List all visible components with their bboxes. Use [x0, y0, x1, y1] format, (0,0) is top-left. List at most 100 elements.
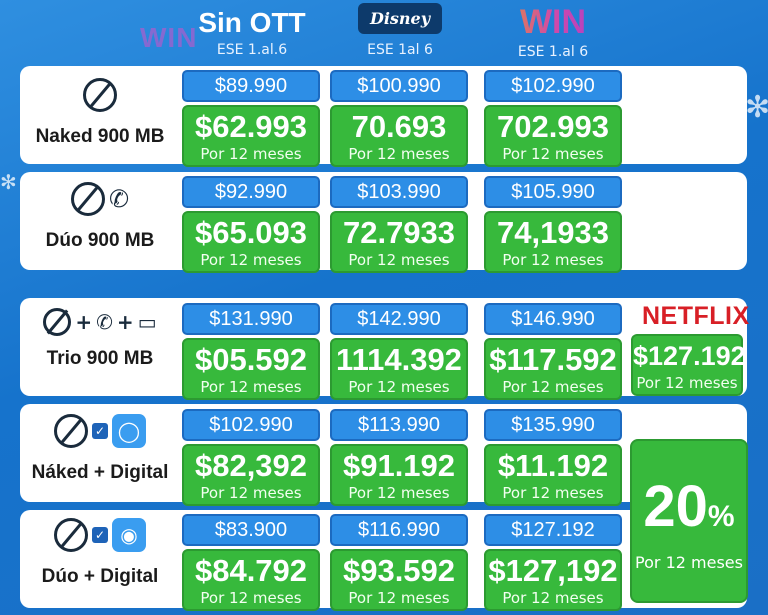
- plan-icons: [20, 78, 180, 112]
- price-cell: $142.990 1114.392 Por 12 meses: [330, 303, 468, 400]
- offer-duration: Por 12 meses: [348, 484, 450, 502]
- offer-duration: Por 12 meses: [502, 589, 604, 607]
- regular-price: $89.990: [182, 70, 320, 102]
- price-cell: $89.990 $62.993 Por 12 meses: [182, 70, 320, 167]
- regular-price: $102.990: [484, 70, 622, 102]
- offer-price-box: $127,192 Por 12 meses: [484, 549, 622, 611]
- regular-price: $105.990: [484, 176, 622, 208]
- column-subtitle: ESE 1.al.6: [216, 42, 288, 58]
- offer-price-box: $93.592 Por 12 meses: [330, 549, 468, 611]
- offer-price-box: $91.192 Por 12 meses: [330, 444, 468, 506]
- snowflake-icon: ✻: [745, 90, 768, 125]
- regular-price: $103.990: [330, 176, 468, 208]
- offer-duration: Por 12 meses: [502, 251, 604, 269]
- plan-label: Náked + Digital: [31, 462, 169, 483]
- plus-icon: +: [75, 310, 93, 334]
- column-header-sin-ott: Sin OTT ESE 1.al.6: [182, 7, 322, 59]
- offer-duration: Por 12 meses: [502, 145, 604, 163]
- price-cell: $113.990 $91.192 Por 12 meses: [330, 409, 468, 506]
- price-cell: $146.990 $117.592 Por 12 meses: [484, 303, 622, 400]
- offer-price-box: 74,1933 Por 12 meses: [484, 211, 622, 273]
- regular-price: $83.900: [182, 514, 320, 546]
- offer-price: $117.592: [489, 342, 617, 377]
- offer-price-box: $82,392 Por 12 meses: [182, 444, 320, 506]
- regular-price: $116.990: [330, 514, 468, 546]
- offer-price-box: $62.993 Por 12 meses: [182, 105, 320, 167]
- offer-price-box: $65.093 Por 12 meses: [182, 211, 320, 273]
- offer-duration: Por 12 meses: [502, 484, 604, 502]
- offer-duration: Por 12 meses: [348, 378, 450, 396]
- netflix-logo: NETFLIX: [642, 302, 750, 330]
- regular-price: $135.990: [484, 409, 622, 441]
- no-internet-icon: [54, 518, 88, 552]
- offer-price: $93.592: [342, 553, 456, 588]
- price-cell: $116.990 $93.592 Por 12 meses: [330, 514, 468, 611]
- offer-price-box: $11.192 Por 12 meses: [484, 444, 622, 506]
- price-cell: $83.900 $84.792 Por 12 meses: [182, 514, 320, 611]
- check-icon: ✓: [92, 527, 108, 543]
- plan-label: Dúo + Digital: [41, 566, 159, 587]
- offer-price-box: $117.592 Por 12 meses: [484, 338, 622, 400]
- offer-price: 1114.392: [336, 342, 462, 377]
- discount-unit: %: [707, 500, 735, 533]
- column-title: Sin OTT: [198, 7, 306, 38]
- offer-price-box: $127.192 Por 12 meses: [631, 334, 746, 396]
- price-cell: $92.990 $65.093 Por 12 meses: [182, 176, 320, 273]
- offer-price-box: $84.792 Por 12 meses: [182, 549, 320, 611]
- offer-duration: Por 12 meses: [636, 374, 738, 392]
- regular-price: $146.990: [484, 303, 622, 335]
- offer-duration: Por 12 meses: [635, 553, 743, 572]
- offer-price: 72.7933: [342, 215, 456, 250]
- plan-label: Naked 900 MB: [35, 126, 165, 147]
- monitor-icon: ▭: [137, 310, 157, 334]
- price-cell: $135.990 $11.192 Por 12 meses: [484, 409, 622, 506]
- plan-icons: ✆: [20, 182, 180, 216]
- offer-price: 74,1933: [496, 215, 610, 250]
- offer-price-box: 72.7933 Por 12 meses: [330, 211, 468, 273]
- offer-price: 70.693: [351, 109, 447, 144]
- price-cell: $103.990 72.7933 Por 12 meses: [330, 176, 468, 273]
- plan-icons: ✓ ◯: [20, 414, 180, 448]
- offer-duration: Por 12 meses: [200, 378, 302, 396]
- offer-price-box: $05.592 Por 12 meses: [182, 338, 320, 400]
- no-internet-icon: [83, 78, 117, 112]
- offer-price: $62.993: [194, 109, 308, 144]
- offer-price: 702.993: [496, 109, 610, 144]
- no-internet-icon: [43, 308, 72, 336]
- price-cell-netflix: $127.192 Por 12 meses: [631, 334, 746, 396]
- disney-logo: Disney: [357, 3, 443, 34]
- camera-icon: ◉: [112, 518, 146, 552]
- regular-price: $113.990: [330, 409, 468, 441]
- price-cell: $102.990 $82,392 Por 12 meses: [182, 409, 320, 506]
- check-icon: ✓: [92, 423, 108, 439]
- alexa-icon: ◯: [112, 414, 146, 448]
- offer-duration: Por 12 meses: [348, 145, 450, 163]
- offer-duration: Por 12 meses: [200, 251, 302, 269]
- regular-price: $100.990: [330, 70, 468, 102]
- phone-icon: ✆: [108, 185, 130, 213]
- offer-duration: Por 12 meses: [348, 589, 450, 607]
- offer-price: $11.192: [497, 448, 609, 483]
- offer-price: $91.192: [342, 448, 456, 483]
- offer-duration: Por 12 meses: [502, 378, 604, 396]
- discount-promo-box: 20% Por 12 meses: [630, 439, 748, 603]
- phone-icon: ✆: [96, 310, 113, 334]
- offer-price: $65.093: [194, 215, 308, 250]
- offer-duration: Por 12 meses: [200, 484, 302, 502]
- price-cell: $100.990 70.693 Por 12 meses: [330, 70, 468, 167]
- no-internet-icon: [54, 414, 88, 448]
- regular-price: $92.990: [182, 176, 320, 208]
- discount-percent: 20%: [632, 475, 746, 549]
- offer-price: $127,192: [488, 553, 618, 588]
- ghost-win-text: WIN: [140, 22, 198, 53]
- offer-price: $05.592: [194, 342, 308, 377]
- offer-price: $82,392: [194, 448, 308, 483]
- offer-price-box: 70.693 Por 12 meses: [330, 105, 468, 167]
- offer-duration: Por 12 meses: [348, 251, 450, 269]
- price-cell: $131.990 $05.592 Por 12 meses: [182, 303, 320, 400]
- column-subtitle: ESE 1.al 6: [517, 44, 589, 60]
- snowflake-icon: ✻: [0, 170, 17, 194]
- price-cell: $127.192 $127,192 Por 12 meses: [484, 514, 622, 611]
- discount-value: 20: [643, 474, 708, 539]
- plan-label: Dúo 900 MB: [45, 230, 155, 251]
